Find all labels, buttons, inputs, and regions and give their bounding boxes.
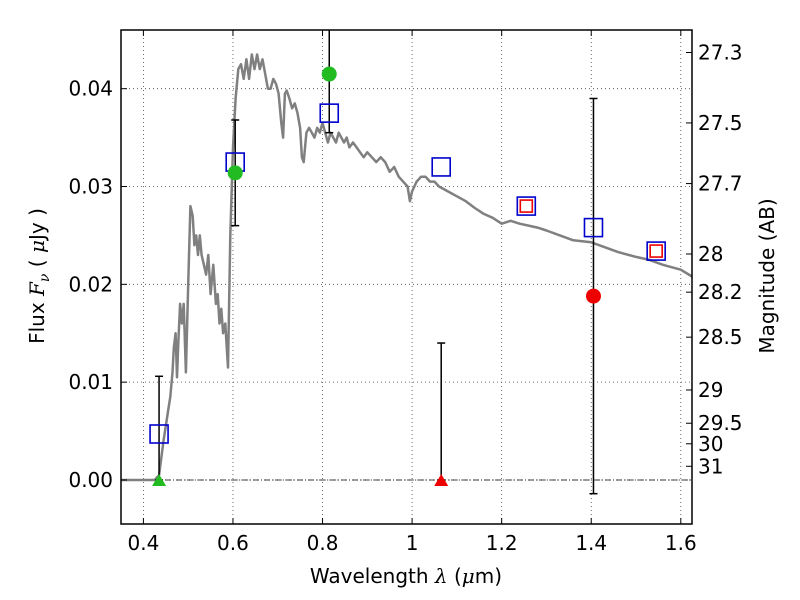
- x-axis-label: Wavelength λ (μm): [310, 564, 502, 588]
- plot-frame: [120, 29, 693, 525]
- model-square-blue: [646, 241, 666, 261]
- y2-tick-label: 28.2: [698, 280, 743, 304]
- y2-tick-label: 27.5: [698, 111, 743, 135]
- y2-tick-label: 27.7: [698, 172, 743, 196]
- y-tick-label: 0.01: [68, 370, 113, 394]
- y2-tick-label: 28: [698, 242, 723, 266]
- model-square-red: [649, 244, 663, 258]
- model-square-blue: [149, 424, 169, 444]
- model-square-blue: [516, 196, 537, 216]
- x-tick-label: 1.6: [665, 531, 697, 555]
- x-tick-label: 0.6: [217, 531, 249, 555]
- x-tick-label: 0.4: [127, 531, 159, 555]
- data-markers: [149, 66, 666, 486]
- observed-point-green: [227, 165, 243, 181]
- y2-tick-label: 31: [698, 454, 723, 478]
- y-axis-label: Flux Fν ( μJy ): [25, 208, 53, 344]
- x-tick-label: 1.4: [575, 531, 607, 555]
- y2-tick-label: 27.3: [698, 40, 743, 64]
- y2-tick-label: 29: [698, 378, 723, 402]
- sed-curve-layer: [121, 53, 693, 482]
- model-square-blue: [431, 157, 452, 177]
- upper-limit-triangle: [434, 473, 449, 486]
- x-tick-label: 1.2: [486, 531, 518, 555]
- model-square-red: [519, 199, 534, 213]
- y2-tick-label: 30: [698, 432, 723, 456]
- y-tick-label: 0.00: [68, 468, 113, 492]
- y-tick-label: 0.04: [68, 77, 113, 101]
- y2-axis-label: Magnitude (AB): [755, 198, 779, 353]
- observed-point-red: [585, 288, 601, 304]
- y-tick-label: 0.02: [68, 272, 113, 296]
- upper-limit-triangle: [152, 473, 167, 486]
- model-square-blue: [583, 217, 604, 238]
- grid-lines: [121, 30, 692, 524]
- sed-curve: [121, 53, 693, 482]
- axis-ticks: 0.4 0.6 0.8 1 1.2 1.4 1.6 0.00 0.01 0.02 0.03 0.04 2…: [68, 30, 743, 555]
- model-square-blue: [319, 103, 340, 123]
- x-tick-label: 1: [406, 531, 419, 555]
- y2-tick-label: 28.5: [698, 325, 743, 349]
- x-tick-label: 0.8: [307, 531, 339, 555]
- y-tick-label: 0.03: [68, 175, 113, 199]
- error-bars: [155, 30, 598, 495]
- observed-point-green: [321, 66, 337, 82]
- y2-tick-label: 29.5: [698, 411, 743, 435]
